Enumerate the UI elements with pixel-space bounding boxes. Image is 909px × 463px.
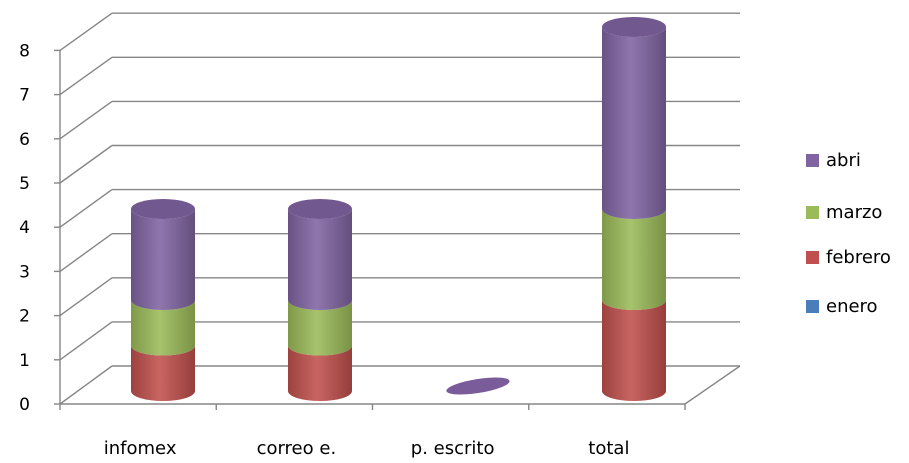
y-tick-label: 3 — [19, 262, 30, 282]
gridline-diagonal — [59, 144, 113, 184]
legend-label: febrero — [826, 247, 891, 268]
x-tick-label: p. escrito — [411, 438, 495, 459]
legend-item: febrero — [806, 247, 891, 268]
bar-segment-febrero — [288, 345, 352, 401]
bar-segment-abri — [131, 209, 195, 310]
y-tick-label: 5 — [19, 174, 30, 194]
gridline-diagonal — [59, 189, 113, 228]
bar-top-cap — [131, 199, 195, 219]
legend-swatch — [806, 251, 819, 264]
x-tick-label: infomex — [104, 438, 177, 459]
bar-segment-abri — [602, 27, 666, 219]
x-tick-label: correo e. — [257, 438, 337, 459]
bar-segment-marzo — [602, 209, 666, 310]
gridline-diagonal — [59, 56, 113, 96]
gridline-diagonal — [59, 365, 113, 405]
gridline-diagonal — [59, 233, 113, 272]
y-tick-label: 1 — [19, 351, 30, 371]
bar-segment-marzo — [288, 300, 352, 356]
y-tick-label: 6 — [19, 130, 30, 150]
gridline-diagonal — [59, 100, 113, 140]
legend-swatch — [806, 206, 819, 219]
bar-segment-febrero — [602, 300, 666, 401]
y-axis-ticks: 0 1 2 3 4 5 6 7 8 — [19, 41, 30, 415]
legend-item: enero — [806, 296, 878, 317]
bars — [131, 17, 666, 401]
legend-item: marzo — [806, 202, 882, 223]
legend-label: abri — [826, 150, 861, 171]
bar-top-cap — [288, 199, 352, 219]
bar-stack — [602, 17, 666, 401]
y-tick-label: 2 — [19, 307, 30, 327]
x-axis-ticks: infomex correo e. p. escrito total — [59, 404, 686, 459]
y-tick-label: 4 — [19, 218, 30, 238]
bar-segment-febrero — [131, 345, 195, 401]
legend-label: enero — [826, 296, 878, 317]
legend-item: abri — [806, 150, 861, 171]
gridline-diagonal — [59, 12, 113, 51]
legend: abri marzo febrero enero — [806, 150, 891, 317]
gridline-diagonal — [59, 277, 113, 317]
y-tick-label: 0 — [19, 395, 30, 415]
legend-label: marzo — [826, 202, 882, 223]
bar-stack — [446, 377, 510, 395]
bar-segment-abri — [288, 209, 352, 310]
legend-swatch — [806, 154, 819, 167]
bar-empty-cap — [446, 377, 510, 395]
legend-swatch — [806, 300, 819, 313]
bar-stack — [288, 199, 352, 401]
bar-stack — [131, 199, 195, 401]
floor-side-edge — [684, 365, 741, 405]
bar-top-cap — [602, 17, 666, 37]
gridline-diagonal — [59, 321, 113, 361]
x-tick-label: total — [588, 438, 629, 459]
bar-segment-marzo — [131, 300, 195, 356]
y-tick-label: 8 — [19, 41, 30, 61]
y-tick-label: 7 — [19, 86, 30, 106]
